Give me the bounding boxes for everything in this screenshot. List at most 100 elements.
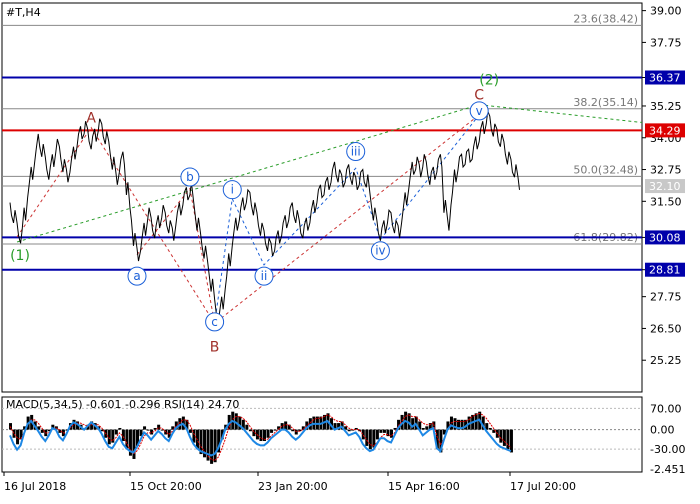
level-badge-label: 34.29 (649, 124, 681, 137)
macd-bar (407, 413, 411, 430)
macd-bar (107, 429, 111, 445)
macd-bar (428, 423, 432, 430)
macd-bar (291, 429, 295, 432)
macd-bar (485, 423, 489, 430)
level-label: 23.6(38.42) (573, 12, 638, 25)
macd-bar (435, 429, 439, 450)
macd-bar (382, 429, 386, 433)
macd-bar (446, 421, 450, 430)
wave-label-i: i (231, 183, 234, 197)
macd-bar (460, 419, 464, 430)
macd-bar (210, 429, 214, 464)
y-tick-label: 31.50 (650, 195, 682, 208)
wave-label-a: A (86, 110, 96, 126)
wave-label-circle (254, 266, 274, 286)
wave-label-c: C (474, 88, 484, 104)
macd-bar (333, 423, 337, 430)
macd-bar (72, 419, 76, 430)
macd-bar (411, 418, 415, 430)
macd-bar (143, 426, 147, 430)
wave-label-circle (346, 142, 366, 162)
y-tick-label: 37.75 (650, 36, 682, 49)
wave-abc-sub-lines (136, 187, 216, 324)
macd-bar (506, 429, 510, 450)
level-badge-label: 30.08 (649, 231, 681, 244)
chart-title: #T,H4 (6, 6, 41, 19)
macd-bar (19, 429, 23, 440)
macd-bar (375, 429, 379, 440)
macd-bar (51, 424, 55, 430)
wave-impulse-lines (214, 114, 480, 324)
macd-bar (502, 429, 506, 446)
indicator-label: MACD(5,34,5) -0.601 -0.296 RSI(14) 24.70 (6, 398, 239, 411)
macd-bar (421, 427, 425, 430)
macd-bar (354, 427, 358, 430)
macd-bar (114, 429, 118, 435)
macd-bar (488, 427, 492, 430)
macd-bar (125, 429, 129, 450)
level-label: 50.0(32.48) (573, 163, 638, 176)
macd-bar (128, 429, 132, 456)
macd-bar (121, 429, 125, 442)
macd-bar (330, 418, 334, 430)
macd-bar (37, 426, 41, 430)
macd-bar (372, 429, 376, 448)
wave-label-c: c (211, 315, 218, 329)
macd-bar (65, 429, 69, 431)
macd-tick-label: 0.00 (650, 424, 675, 437)
macd-bar (294, 429, 298, 435)
wave-label-b: b (186, 170, 194, 184)
macd-bar (418, 421, 422, 430)
macd-bar (185, 419, 189, 430)
macd-bar (241, 419, 245, 430)
wave-label-v: v (476, 104, 483, 118)
macd-signal-line (9, 412, 512, 462)
wave-label-circle (127, 266, 147, 286)
macd-bar (284, 421, 288, 430)
macd-bar (509, 429, 513, 453)
macd-bar (157, 424, 161, 430)
level-badge-label: 28.81 (649, 264, 681, 277)
level-badge (645, 123, 685, 138)
trend-line-green (16, 104, 480, 243)
macd-bar (86, 424, 90, 430)
macd-bar (178, 418, 182, 430)
y-tick-label: 26.50 (650, 322, 682, 335)
x-tick-label: 23 Jan 20:00 (258, 480, 328, 493)
x-tick-label: 15 Oct 20:00 (130, 480, 202, 493)
macd-bar (245, 424, 249, 430)
macd-bar (453, 418, 457, 430)
x-tick-label: 16 Jul 2018 (4, 480, 66, 493)
macd-bar (280, 423, 284, 430)
wave-label-b: B (210, 339, 220, 355)
macd-bar (40, 429, 44, 433)
macd-bar (220, 429, 224, 440)
macd-bar (150, 429, 154, 435)
level-badge (645, 179, 685, 194)
wave-label-circle (222, 180, 242, 200)
macd-bar (139, 429, 143, 437)
macd-bar (393, 427, 397, 430)
macd-bar (16, 429, 20, 445)
wave-abc-lines (16, 114, 480, 325)
macd-bar (132, 429, 136, 459)
wave-label-circle (469, 101, 489, 121)
macd-bar (301, 426, 305, 430)
macd-bar (270, 429, 274, 433)
macd-bar (277, 426, 281, 430)
macd-bar (499, 429, 503, 443)
wave-label-iv: iv (375, 244, 385, 258)
macd-bar (442, 429, 446, 435)
macd-bar (365, 429, 369, 446)
macd-bar (174, 421, 178, 430)
macd-bar (136, 429, 139, 446)
level-badge-label: 32.10 (649, 180, 681, 193)
macd-bar (368, 429, 372, 450)
macd-bar (457, 419, 461, 430)
macd-bar (160, 429, 164, 431)
wave-label-circle (180, 167, 200, 187)
macd-bar (386, 429, 390, 437)
macd-bar (203, 429, 207, 458)
